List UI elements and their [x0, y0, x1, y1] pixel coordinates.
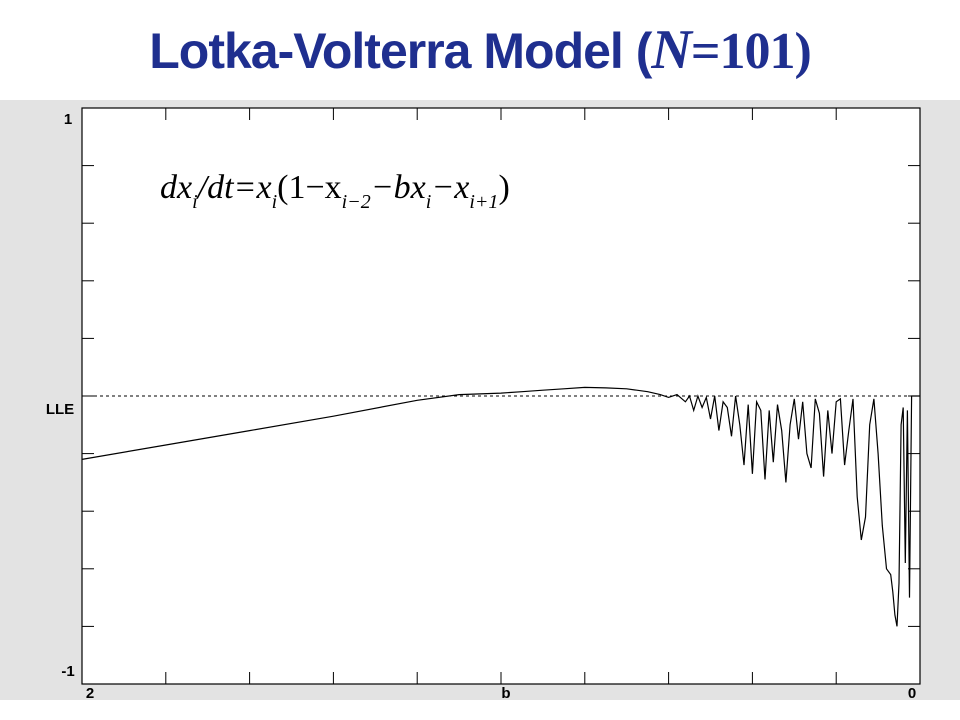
- eq-lhs-a: dx: [160, 169, 192, 206]
- eq-close: ): [498, 169, 509, 206]
- y-tick-label-bottom: -1: [61, 663, 74, 680]
- x-tick-label-left: 2: [86, 685, 94, 700]
- svg-text:dxi/dt=xi(1−xi−2−bxi−xi+1): dxi/dt=xi(1−xi−2−bxi−xi+1): [160, 169, 510, 213]
- eq-sub-im2: i−2: [342, 191, 371, 213]
- eq-paren: (1−x: [277, 169, 342, 206]
- equation: dxi/dt=xi(1−xi−2−bxi−xi+1): [160, 169, 510, 213]
- eq-sub-i3: i: [426, 191, 432, 213]
- eq-lhs-b: /dt=x: [196, 169, 272, 206]
- eq-sub-i2: i: [272, 191, 278, 213]
- y-axis-label: LLE: [46, 401, 74, 418]
- x-tick-label-right: 0: [908, 685, 916, 700]
- eq-sub-ip1: i+1: [469, 191, 498, 213]
- eq-mid: −bx: [371, 169, 426, 206]
- chart-area: 1 LLE -1 2 b 0 dxi/dt=xi(1−xi−2−bxi−xi+1…: [0, 100, 960, 700]
- title-variable: N: [651, 19, 691, 81]
- x-axis-label: b: [501, 685, 510, 700]
- lle-chart: 1 LLE -1 2 b 0 dxi/dt=xi(1−xi−2−bxi−xi+1…: [46, 107, 921, 700]
- eq-sub-i1: i: [192, 191, 198, 213]
- eq-minus-x: −x: [431, 169, 469, 206]
- slide-title: Lotka-Volterra Model (N=101): [0, 18, 960, 82]
- title-suffix: =101): [690, 23, 812, 80]
- series-line: [81, 386, 920, 627]
- title-text: Lotka-Volterra Model (: [149, 23, 652, 79]
- y-tick-label-top: 1: [64, 111, 72, 128]
